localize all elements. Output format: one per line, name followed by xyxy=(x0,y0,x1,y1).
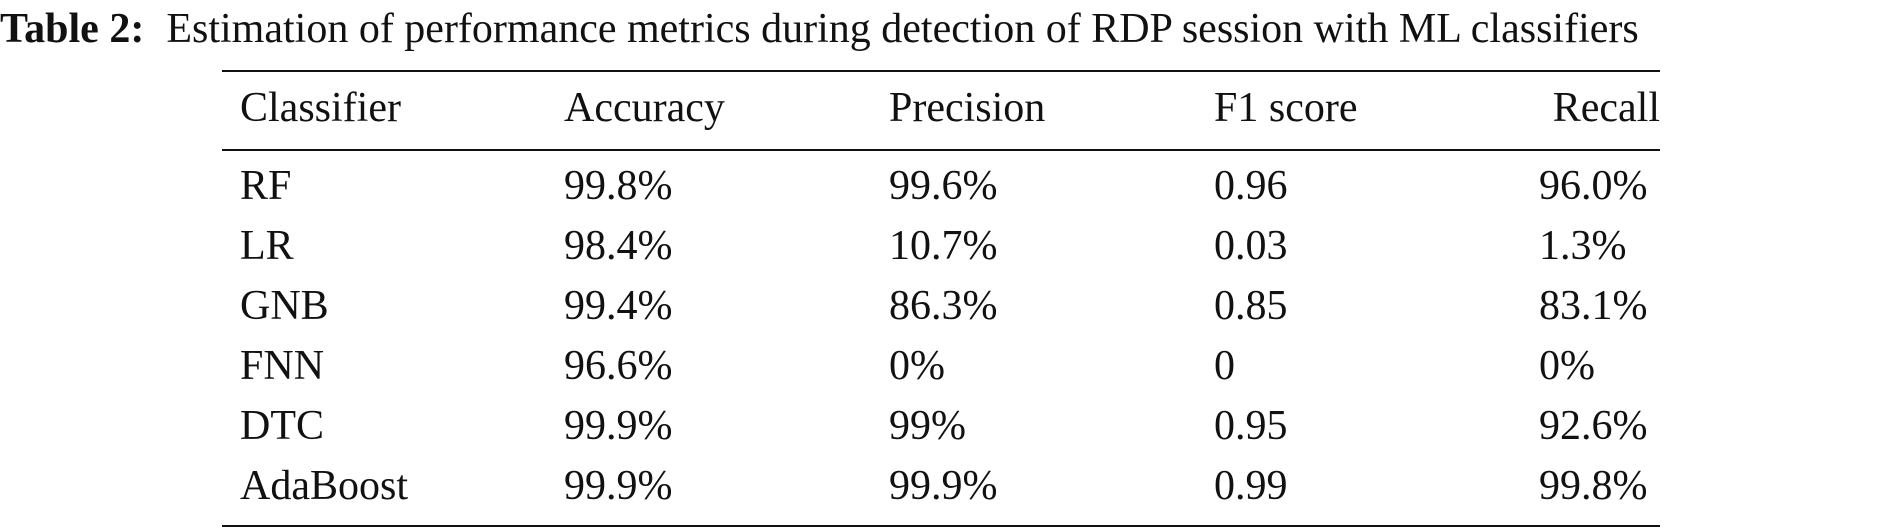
table-row: AdaBoost 99.9% 99.9% 0.99 99.8% xyxy=(222,456,1660,516)
table-header-rule xyxy=(222,149,1660,151)
cell-accuracy: 99.9% xyxy=(564,403,673,449)
cell-f1-score: 0.95 xyxy=(1214,403,1288,449)
column-header-classifier: Classifier xyxy=(240,85,401,131)
table-row: GNB 99.4% 86.3% 0.85 83.1% xyxy=(222,276,1660,336)
table-bottom-rule xyxy=(222,525,1660,527)
column-header-precision: Precision xyxy=(889,85,1046,131)
cell-accuracy: 96.6% xyxy=(564,343,673,389)
cell-f1-score: 0.85 xyxy=(1214,283,1288,329)
cell-recall: 83.1% xyxy=(1539,283,1648,329)
cell-recall: 1.3% xyxy=(1539,223,1627,269)
cell-precision: 10.7% xyxy=(889,223,998,269)
column-header-accuracy: Accuracy xyxy=(564,85,725,131)
table-row: RF 99.8% 99.6% 0.96 96.0% xyxy=(222,156,1660,216)
column-header-f1-score: F1 score xyxy=(1214,85,1358,131)
table-top-rule xyxy=(222,70,1660,72)
table-row: FNN 96.6% 0% 0 0% xyxy=(222,336,1660,396)
column-header-recall: Recall xyxy=(1552,85,1660,131)
cell-accuracy: 98.4% xyxy=(564,223,673,269)
cell-f1-score: 0.03 xyxy=(1214,223,1288,269)
cell-classifier: LR xyxy=(240,223,294,269)
cell-recall: 92.6% xyxy=(1539,403,1648,449)
cell-classifier: RF xyxy=(240,163,292,209)
cell-accuracy: 99.4% xyxy=(564,283,673,329)
cell-classifier: DTC xyxy=(240,403,324,449)
cell-precision: 99.9% xyxy=(889,463,998,509)
cell-f1-score: 0 xyxy=(1214,343,1235,389)
cell-accuracy: 99.9% xyxy=(564,463,673,509)
cell-precision: 99% xyxy=(889,403,966,449)
cell-classifier: GNB xyxy=(240,283,329,329)
table-caption-text: Estimation of performance metrics during… xyxy=(166,6,1639,52)
table-header-row: Classifier Accuracy Precision F1 score R… xyxy=(222,78,1660,138)
table-caption-label: Table 2: xyxy=(0,6,145,52)
cell-f1-score: 0.96 xyxy=(1214,163,1288,209)
cell-f1-score: 0.99 xyxy=(1214,463,1288,509)
cell-recall: 0% xyxy=(1539,343,1595,389)
table-row: LR 98.4% 10.7% 0.03 1.3% xyxy=(222,216,1660,276)
cell-precision: 0% xyxy=(889,343,945,389)
cell-precision: 99.6% xyxy=(889,163,998,209)
cell-accuracy: 99.8% xyxy=(564,163,673,209)
table-caption: Table 2: Estimation of performance metric… xyxy=(0,4,1883,54)
table-row: DTC 99.9% 99% 0.95 92.6% xyxy=(222,396,1660,456)
cell-precision: 86.3% xyxy=(889,283,998,329)
cell-classifier: FNN xyxy=(240,343,325,389)
cell-recall: 99.8% xyxy=(1539,463,1648,509)
cell-recall: 96.0% xyxy=(1539,163,1648,209)
cell-classifier: AdaBoost xyxy=(240,463,408,509)
